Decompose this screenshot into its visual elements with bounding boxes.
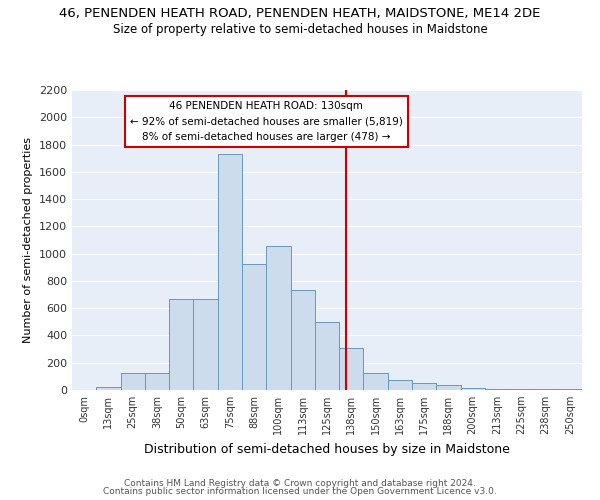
Text: Contains HM Land Registry data © Crown copyright and database right 2024.: Contains HM Land Registry data © Crown c… [124,478,476,488]
Bar [388,380,412,390]
Text: 46 PENENDEN HEATH ROAD: 130sqm
← 92% of semi-detached houses are smaller (5,819): 46 PENENDEN HEATH ROAD: 130sqm ← 92% of … [130,101,403,142]
Bar [339,348,364,390]
Bar [96,388,121,390]
Bar [558,389,582,390]
Bar [169,300,193,390]
Bar [266,246,290,390]
Text: 46, PENENDEN HEATH ROAD, PENENDEN HEATH, MAIDSTONE, ME14 2DE: 46, PENENDEN HEATH ROAD, PENENDEN HEATH,… [59,8,541,20]
Bar [364,373,388,390]
Bar [436,384,461,390]
Text: Size of property relative to semi-detached houses in Maidstone: Size of property relative to semi-detach… [113,22,487,36]
Y-axis label: Number of semi-detached properties: Number of semi-detached properties [23,137,34,343]
Bar [290,290,315,390]
Bar [121,373,145,390]
Text: Contains public sector information licensed under the Open Government Licence v3: Contains public sector information licen… [103,487,497,496]
Bar [242,264,266,390]
Bar [315,322,339,390]
X-axis label: Distribution of semi-detached houses by size in Maidstone: Distribution of semi-detached houses by … [144,442,510,456]
Bar [485,389,509,390]
Bar [461,388,485,390]
Bar [412,383,436,390]
Bar [218,154,242,390]
Bar [145,373,169,390]
Bar [193,300,218,390]
